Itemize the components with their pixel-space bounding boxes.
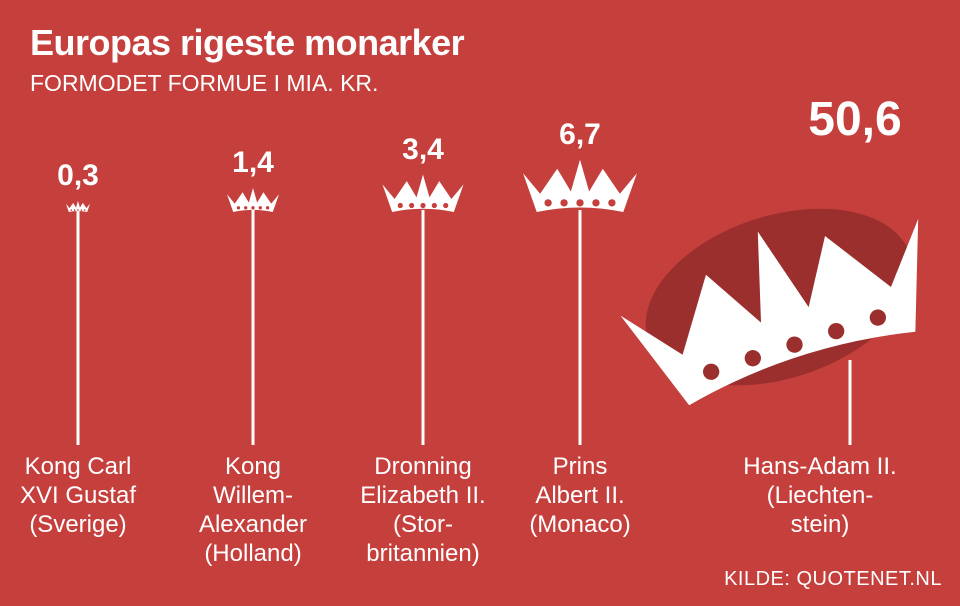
chart-subtitle: FORMODET FORMUE I MIA. KR. (30, 70, 379, 96)
crown-dot (251, 206, 255, 210)
crown-dot (608, 199, 616, 207)
value-label: 50,6 (808, 93, 902, 146)
value-label: 0,3 (57, 158, 99, 192)
source: KILDE: QUOTENET.NL (724, 568, 942, 590)
crown-dot (544, 199, 552, 207)
crown-dot (560, 199, 568, 207)
crown-dot (397, 202, 403, 209)
crown-dot (80, 209, 83, 211)
crown-dot (70, 209, 73, 211)
crown-shape (65, 200, 91, 212)
crown-dot (703, 363, 720, 380)
crown-dot (786, 336, 803, 353)
crown (226, 188, 280, 212)
crown-dot (265, 206, 270, 210)
crown-dot (576, 199, 584, 207)
crown-dot (409, 202, 415, 209)
crown-dot (869, 309, 886, 326)
crown-dot (828, 322, 845, 340)
crown-dot (258, 206, 262, 210)
crown-dot (77, 209, 79, 211)
crown-dot (236, 206, 241, 210)
crown-dot (744, 350, 761, 367)
crown-dot (73, 209, 76, 211)
category-label: Hans-Adam II. (Liechten- stein) (743, 453, 897, 538)
crown-dot (592, 199, 600, 207)
crown-dot (443, 202, 449, 209)
crown (523, 159, 637, 212)
value-label: 6,7 (559, 117, 601, 151)
crown (65, 200, 91, 212)
category-label: Prins Albert II. (Monaco) (529, 453, 631, 538)
chart-title: Europas rigeste monarker (30, 22, 465, 63)
crown-shape (226, 188, 280, 212)
value-label: 1,4 (232, 146, 274, 180)
crown-shape (523, 159, 637, 212)
category-label: Kong Willem- Alexander (Holland) (198, 453, 308, 567)
crown-shape (382, 174, 464, 212)
category-label: Dronning Elizabeth II. (Stor- britannien… (360, 453, 486, 567)
category-label: Kong Carl XVI Gustaf (Sverige) (19, 453, 137, 538)
crown-dot (244, 206, 248, 210)
crown (620, 208, 919, 406)
crown-dot (83, 209, 86, 211)
value-label: 3,4 (402, 132, 444, 166)
crown-dot (431, 202, 437, 209)
crown-shape (620, 218, 919, 406)
crown (382, 174, 464, 212)
crown-dot (420, 202, 426, 209)
